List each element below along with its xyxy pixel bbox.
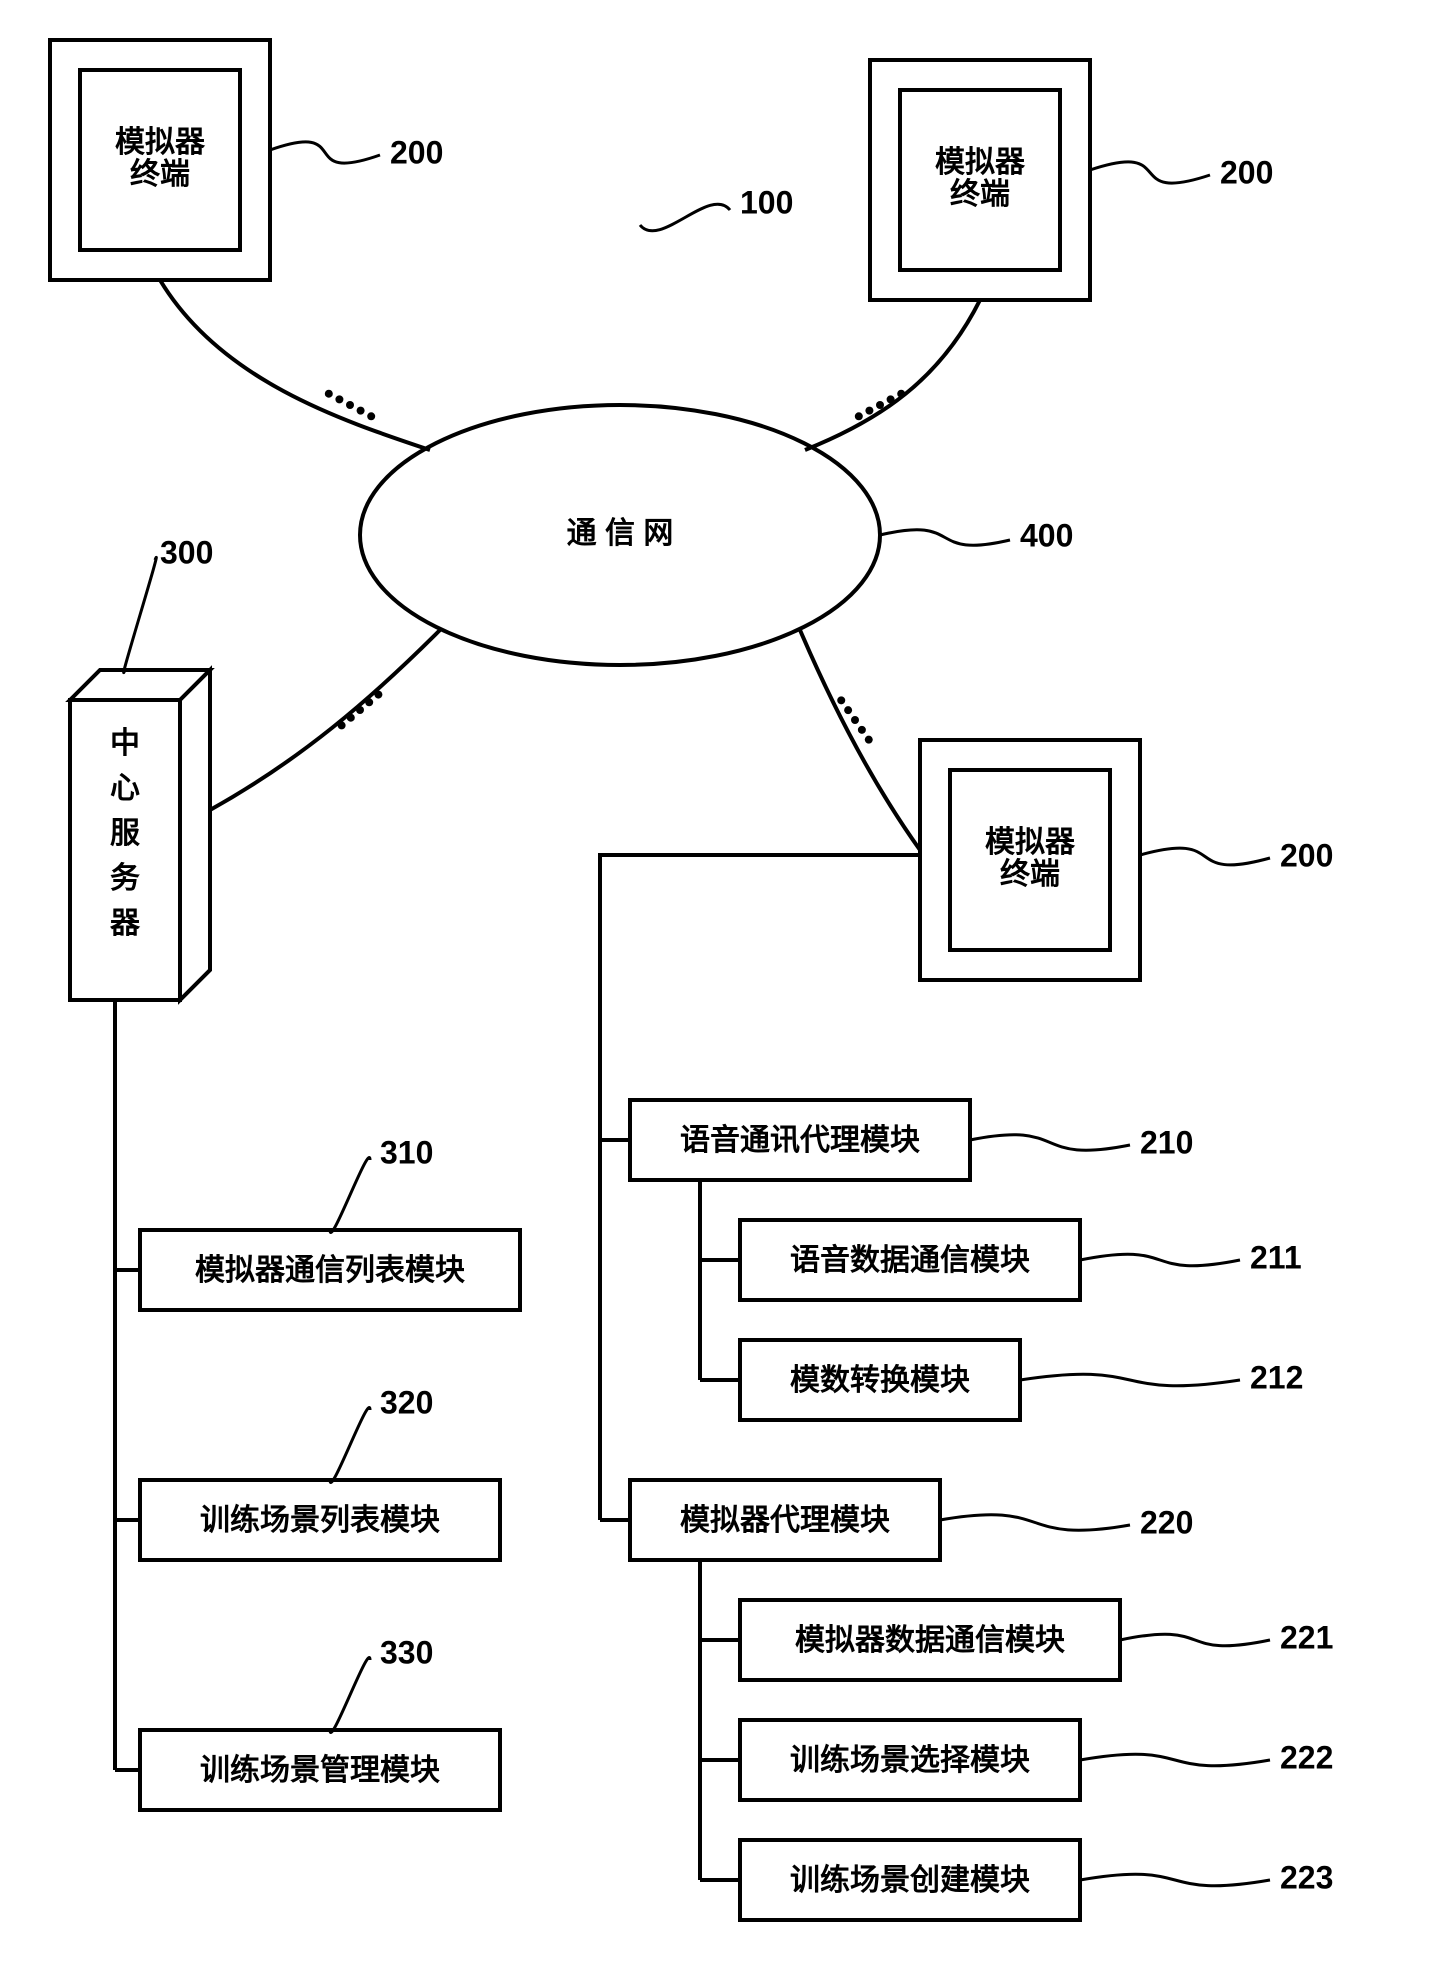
svg-text:中: 中 (110, 727, 140, 760)
svg-text:训练场景列表模块: 训练场景列表模块 (200, 1503, 440, 1537)
svg-text:务: 务 (110, 862, 140, 895)
mod_211: 语音数据通信模块 (740, 1220, 1080, 1300)
callout-l223: 223 (1280, 1859, 1333, 1895)
mod_220: 模拟器代理模块 (630, 1480, 940, 1560)
svg-text:模数转换模块: 模数转换模块 (790, 1364, 970, 1397)
sim_terminal_2: 模拟器终端 (870, 60, 1090, 300)
central-server: 中心服务器 (70, 670, 210, 1000)
svg-text:通 信 网: 通 信 网 (567, 517, 674, 550)
callout-l200c: 200 (1280, 837, 1333, 873)
sim_terminal_3: 模拟器终端 (920, 740, 1140, 980)
callout-l200b: 200 (1220, 154, 1273, 190)
callout-l200a: 200 (390, 134, 443, 170)
network: 通 信 网 (360, 405, 880, 665)
svg-text:模拟器: 模拟器 (985, 826, 1076, 859)
callout-l222: 222 (1280, 1739, 1333, 1775)
svg-text:心: 心 (110, 772, 140, 805)
mod_221: 模拟器数据通信模块 (740, 1600, 1120, 1680)
svg-text:服: 服 (110, 817, 141, 850)
svg-text:器: 器 (109, 907, 141, 940)
svg-text:终端: 终端 (950, 178, 1010, 211)
mod_330: 训练场景管理模块 (140, 1730, 500, 1810)
mod_212: 模数转换模块 (740, 1340, 1020, 1420)
svg-text:训练场景选择模块: 训练场景选择模块 (790, 1743, 1030, 1777)
callout-l300: 300 (160, 534, 213, 570)
mod_310: 模拟器通信列表模块 (140, 1230, 520, 1310)
svg-text:语音通讯代理模块: 语音通讯代理模块 (680, 1124, 920, 1157)
svg-text:模拟器: 模拟器 (115, 126, 206, 159)
mod_320: 训练场景列表模块 (140, 1480, 500, 1560)
svg-text:模拟器代理模块: 模拟器代理模块 (680, 1504, 890, 1537)
mod_210: 语音通讯代理模块 (630, 1100, 970, 1180)
callout-l310: 310 (380, 1134, 433, 1170)
svg-text:终端: 终端 (1000, 858, 1060, 891)
mod_222: 训练场景选择模块 (740, 1720, 1080, 1800)
svg-text:模拟器数据通信模块: 模拟器数据通信模块 (795, 1624, 1065, 1657)
svg-text:模拟器通信列表模块: 模拟器通信列表模块 (195, 1254, 465, 1287)
sim_terminal_1: 模拟器终端 (50, 40, 270, 280)
svg-text:训练场景创建模块: 训练场景创建模块 (790, 1863, 1030, 1897)
svg-text:语音数据通信模块: 语音数据通信模块 (790, 1244, 1030, 1277)
callout-l211: 211 (1250, 1239, 1302, 1275)
svg-text:训练场景管理模块: 训练场景管理模块 (200, 1753, 440, 1787)
svg-text:终端: 终端 (130, 158, 190, 191)
callout-l212: 212 (1250, 1359, 1303, 1395)
callout-l100: 100 (740, 184, 793, 220)
callout-l320: 320 (380, 1384, 433, 1420)
callout-l400: 400 (1020, 517, 1073, 553)
callout-l221: 221 (1280, 1619, 1333, 1655)
system-diagram: 模拟器终端模拟器终端模拟器终端通 信 网中心服务器模拟器通信列表模块训练场景列表… (0, 0, 1436, 1968)
mod_223: 训练场景创建模块 (740, 1840, 1080, 1920)
callout-l210: 210 (1140, 1124, 1193, 1160)
callout-l330: 330 (380, 1634, 433, 1670)
callout-l220: 220 (1140, 1504, 1193, 1540)
svg-text:模拟器: 模拟器 (935, 146, 1026, 179)
